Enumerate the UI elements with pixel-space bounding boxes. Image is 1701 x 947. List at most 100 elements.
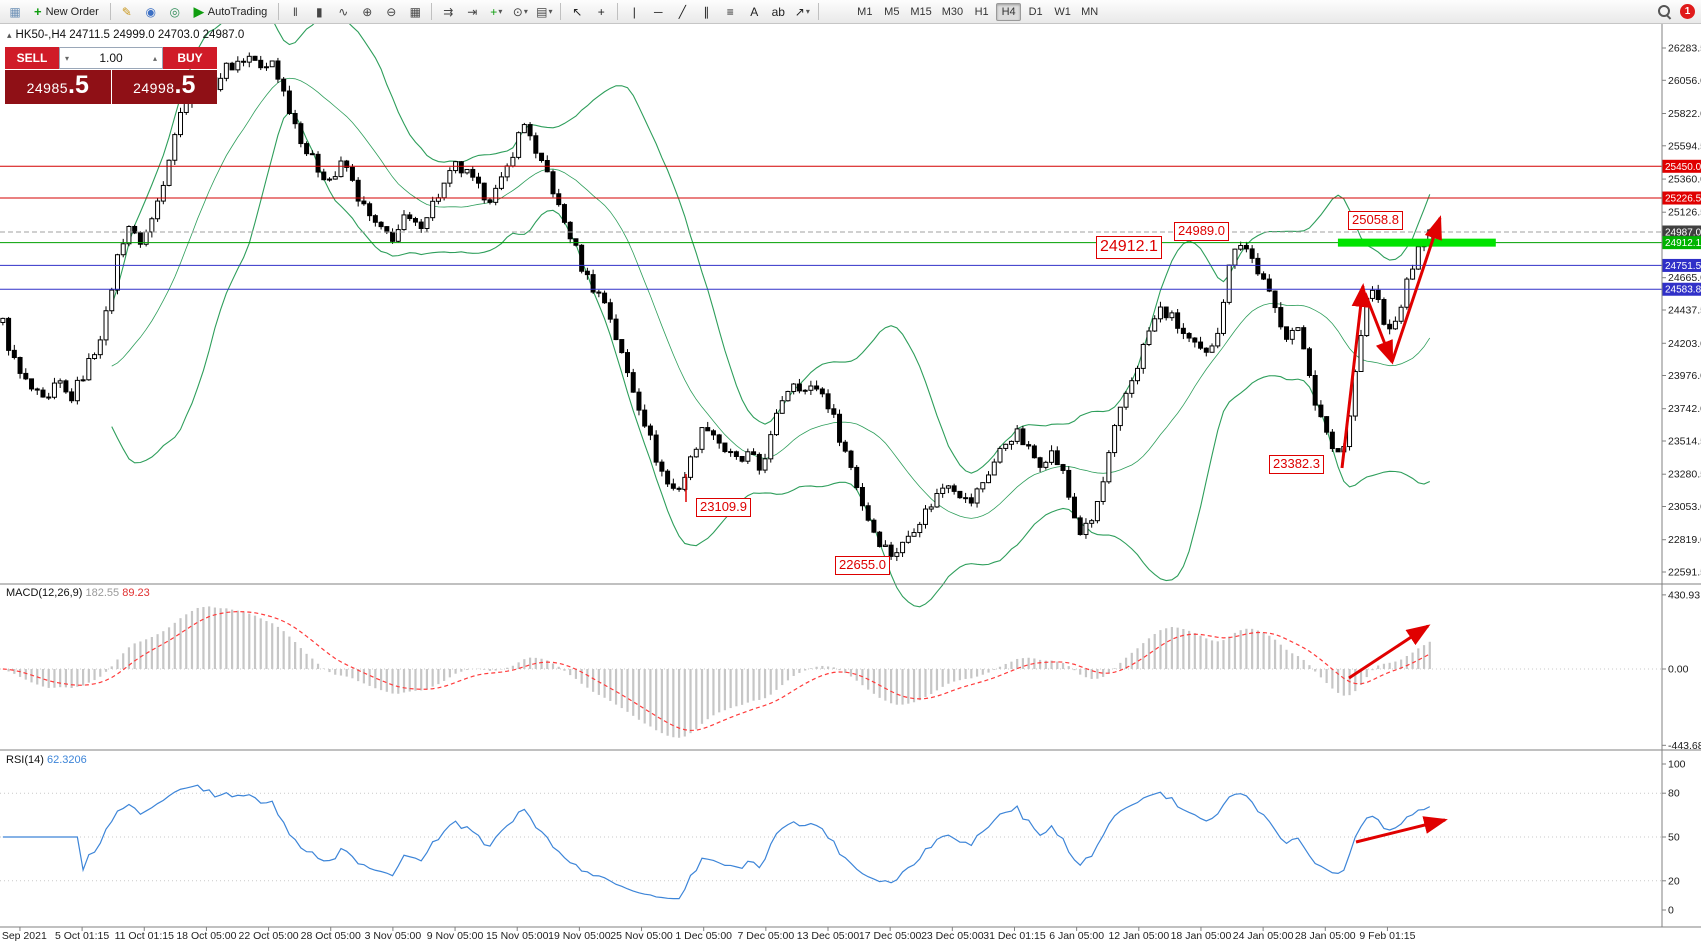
svg-text:26283.5: 26283.5 [1668, 43, 1701, 55]
horizontal-line-icon: ─ [654, 4, 663, 19]
buy-price-main: 24998 [133, 80, 175, 96]
templates-icon[interactable]: ▤ ▾ [533, 2, 555, 22]
chevron-down-icon: ▾ [498, 7, 503, 16]
notification-badge[interactable]: 1 [1680, 4, 1695, 19]
cursor-icon[interactable]: ↖ [566, 2, 588, 22]
time-axis-label: 13 Dec 05:00 [796, 930, 860, 942]
line-chart-icon[interactable]: ∿ [332, 2, 354, 22]
time-axis-label: 23 Dec 05:00 [921, 930, 984, 942]
navigator-icon: ◎ [169, 4, 181, 19]
auto-scroll-icon[interactable]: ⇉ [437, 2, 459, 22]
new-order-button[interactable]: + New Order [34, 4, 99, 19]
price-annotation: 25058.8 [1348, 211, 1403, 230]
market-watch-icon: ◉ [145, 4, 157, 19]
timeframe-button-mn[interactable]: MN [1081, 5, 1099, 18]
timeframe-button-m30[interactable]: M30 [941, 5, 964, 18]
chart-shift-icon[interactable]: ⇥ [461, 2, 483, 22]
new-chart-icon[interactable]: ▦ [4, 2, 26, 22]
volume-value[interactable]: 1.00 [99, 51, 123, 65]
timeframe-button-m1[interactable]: M1 [857, 5, 873, 18]
metaeditor-icon: ✎ [121, 4, 132, 19]
label-icon[interactable]: ab [767, 2, 789, 22]
bar-chart-icon: ‖ [292, 4, 298, 19]
toolbar-separator [560, 3, 562, 20]
svg-text:23514.5: 23514.5 [1668, 436, 1701, 448]
time-axis-label: 28 Oct 05:00 [300, 930, 361, 942]
text-icon[interactable]: A [743, 2, 765, 22]
time-axis-label: 9 Nov 05:00 [426, 930, 484, 942]
svg-text:22591.5: 22591.5 [1668, 567, 1701, 579]
rsi-name: RSI(14) [6, 754, 44, 766]
auto-scroll-icon: ⇉ [443, 4, 454, 19]
search-icon[interactable] [1657, 4, 1672, 19]
templates-icon: ▤ [536, 4, 548, 19]
navigator-icon[interactable]: ◎ [164, 2, 186, 22]
autotrading-button[interactable]: ▶ AutoTrading [193, 4, 268, 19]
candlestick-chart-icon: ▮ [316, 4, 323, 19]
toolbar-left-group: ▦ + New Order ✎ ◉ ◎ ▶ AutoTrading ‖ ▮ ∿ ⊕ ⊖ ▦ ⇉ ⇥ + ▾ ⊙ ▾ ▤ ▾… [4, 2, 1102, 22]
arrows-icon: ↗ [794, 4, 805, 19]
horizontal-line-icon[interactable]: ─ [647, 2, 669, 22]
zoom-in-icon[interactable]: ⊕ [356, 2, 378, 22]
crosshair-icon[interactable]: + [590, 2, 612, 22]
fibonacci-icon: ≡ [726, 4, 734, 19]
zoom-out-icon[interactable]: ⊖ [380, 2, 402, 22]
time-axis-label: 31 Dec 01:15 [983, 930, 1046, 942]
fibonacci-icon[interactable]: ≡ [719, 2, 741, 22]
svg-text:25126.5: 25126.5 [1668, 207, 1701, 219]
market-watch-icon[interactable]: ◉ [140, 2, 162, 22]
candlestick-chart-icon[interactable]: ▮ [308, 2, 330, 22]
trade-buttons-row: SELL ▾ 1.00 ▴ BUY [5, 47, 217, 69]
zoom-in-icon: ⊕ [362, 4, 373, 19]
svg-text:22819.0: 22819.0 [1668, 534, 1701, 546]
timeframe-button-h4[interactable]: H4 [996, 2, 1022, 21]
price-annotation: 24989.0 [1174, 222, 1229, 241]
svg-text:0: 0 [1668, 905, 1674, 917]
time-axis-label: 1 Dec 05:00 [675, 930, 732, 942]
svg-text:24203.0: 24203.0 [1668, 338, 1701, 350]
timeframe-button-m5[interactable]: M5 [884, 5, 900, 18]
toolbar-separator [431, 3, 433, 20]
buy-button[interactable]: BUY [163, 47, 217, 69]
timeframe-button-d1[interactable]: D1 [1028, 5, 1043, 18]
svg-text:23976.0: 23976.0 [1668, 370, 1701, 382]
arrows-icon[interactable]: ↗ ▾ [791, 2, 813, 22]
metaeditor-icon[interactable]: ✎ [116, 2, 138, 22]
timeframe-button-w1[interactable]: W1 [1054, 5, 1071, 18]
timeframe-button-h1[interactable]: H1 [974, 5, 989, 18]
price-annotation: 23382.3 [1269, 455, 1324, 474]
time-axis-label: 7 Dec 05:00 [737, 930, 795, 942]
sell-price-display[interactable]: 24985.5 [5, 70, 111, 104]
tile-windows-icon[interactable]: ▦ [404, 2, 426, 22]
svg-text:430.93: 430.93 [1668, 589, 1700, 601]
indicators-icon[interactable]: + ▾ [485, 2, 507, 22]
time-axis-label: 17 Dec 05:00 [858, 930, 922, 942]
volume-decrease-icon[interactable]: ▾ [64, 53, 69, 63]
time-axis-label: 19 Nov 05:00 [548, 930, 611, 942]
time-axis-label: 12 Jan 05:00 [1108, 930, 1170, 942]
price-chart[interactable]: 26283.5 26056.0 25822.0 25594.5 25360.0 25126… [0, 24, 1701, 947]
channel-icon[interactable]: ∥ [695, 2, 717, 22]
toolbar-separator [617, 3, 619, 20]
chart-header: ▴ HK50-,H4 24711.5 24999.0 24703.0 24987… [7, 29, 244, 41]
periods-icon[interactable]: ⊙ ▾ [509, 2, 531, 22]
trendline-icon[interactable]: ╱ [671, 2, 693, 22]
volume-input[interactable]: ▾ 1.00 ▴ [59, 47, 163, 69]
svg-text:50: 50 [1668, 832, 1680, 844]
sell-button[interactable]: SELL [5, 47, 59, 69]
toolbar-separator [278, 3, 280, 20]
macd-indicator-label: MACD(12,26,9) 182.55 89.23 [6, 587, 150, 599]
sell-price-frac: .5 [68, 71, 89, 99]
svg-text:26056.0: 26056.0 [1668, 75, 1701, 87]
new-order-button: + [34, 4, 42, 19]
vertical-line-icon[interactable]: | [623, 2, 645, 22]
bar-chart-icon[interactable]: ‖ [284, 2, 306, 22]
timeframe-button-m15[interactable]: M15 [910, 5, 932, 18]
time-axis-label: 15 Nov 05:00 [485, 930, 549, 942]
buy-price-display[interactable]: 24998.5 [111, 70, 217, 104]
toolbar: ▦ + New Order ✎ ◉ ◎ ▶ AutoTrading ‖ ▮ ∿ ⊕ ⊖ ▦ ⇉ ⇥ + ▾ ⊙ ▾ ▤ ▾… [0, 0, 1701, 24]
chevron-down-icon: ▾ [523, 7, 528, 16]
svg-text:23280.5: 23280.5 [1668, 469, 1701, 481]
volume-increase-icon[interactable]: ▴ [152, 53, 157, 63]
